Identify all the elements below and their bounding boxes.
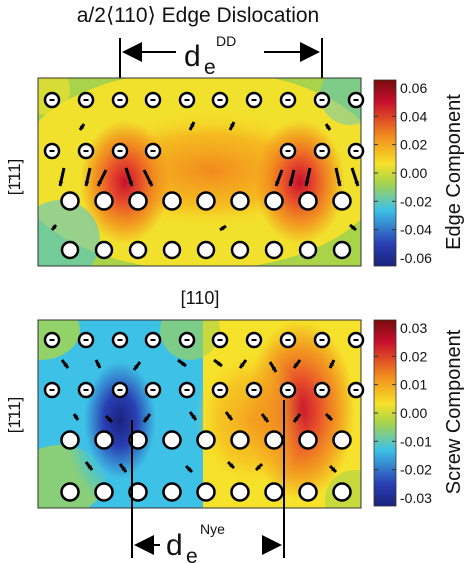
bottom-atom: [128, 430, 148, 450]
edge-colorbar-label: Edge Component: [443, 94, 465, 250]
top-distance-sub: e: [204, 56, 216, 79]
bottom-atom: [264, 430, 284, 450]
edge-colorbar-tick-label: 0.04: [400, 108, 427, 124]
top-atom: [332, 191, 352, 211]
bottom-distance-marker: d e Nye: [131, 400, 285, 563]
top-atom: [298, 191, 318, 211]
bottom-distance-sup: Nye: [200, 521, 225, 537]
bottom-atom: [60, 430, 80, 450]
top-atom: [264, 240, 284, 260]
top-atom-grid: [43, 91, 365, 260]
top-atom: [230, 191, 250, 211]
screw-colorbar-tick-label: -0.01: [400, 433, 432, 449]
top-atom: [94, 240, 114, 260]
screw-component-map: [37, 319, 362, 509]
top-distance-sup: DD: [216, 33, 236, 49]
bottom-atom: [298, 430, 318, 450]
edge-colorbar: 0.06 0.04 0.02 0.00 -0.02 -0.04 -0.06 Edge Com…: [373, 79, 465, 267]
top-y-axis-label: [1̄11]: [5, 159, 24, 196]
bottom-distance-sub: e: [186, 545, 198, 563]
top-atom: [298, 240, 318, 260]
bottom-atom: [60, 482, 80, 502]
bottom-atom: [94, 482, 114, 502]
top-atom: [196, 191, 216, 211]
bottom-y-axis-label: [1̄11]: [5, 397, 24, 434]
bottom-atom: [332, 482, 352, 502]
top-distance-base: d: [184, 40, 201, 73]
screw-colorbar-tick-label: 0.01: [400, 377, 427, 393]
top-atom: [162, 191, 182, 211]
top-atom: [230, 240, 250, 260]
bottom-atom: [128, 482, 148, 502]
edge-colorbar-tick-label: 0.00: [400, 165, 427, 181]
top-atom: [196, 240, 216, 260]
bottom-atom: [230, 430, 250, 450]
top-atom: [332, 240, 352, 260]
screw-colorbar-tick-label: -0.03: [400, 490, 432, 506]
bottom-atom: [298, 482, 318, 502]
top-atom: [264, 191, 284, 211]
top-atom: [128, 240, 148, 260]
bottom-atom: [230, 482, 250, 502]
bottom-atom: [94, 430, 114, 450]
screw-colorbar-tick-label: -0.02: [400, 462, 432, 478]
edge-colorbar-tick-label: 0.06: [400, 80, 427, 96]
top-atom: [60, 240, 80, 260]
bottom-distance-base: d: [166, 529, 183, 562]
bottom-atom: [264, 482, 284, 502]
top-distance-marker: d e DD: [119, 33, 323, 150]
screw-colorbar: 0.03 0.02 0.01 0.00 -0.01 -0.02 -0.03 Screw Co…: [373, 319, 465, 507]
edge-colorbar-tick-label: 0.02: [400, 137, 427, 153]
bottom-atom-grid: [43, 331, 365, 502]
bottom-atom: [196, 430, 216, 450]
screw-colorbar-tick-label: 0.02: [400, 348, 427, 364]
edge-colorbar-tick-label: -0.02: [400, 193, 432, 209]
screw-colorbar-tick-label: 0.00: [400, 405, 427, 421]
top-atom: [60, 191, 80, 211]
bottom-atom: [196, 482, 216, 502]
x-axis-label: [110]: [181, 288, 220, 308]
edge-colorbar-tick-label: -0.04: [400, 222, 432, 238]
edge-colorbar-tick-label: -0.06: [400, 250, 432, 266]
bottom-atom: [162, 430, 182, 450]
top-atom: [94, 191, 114, 211]
figure-title: a/2⟨110⟩ Edge Dislocation: [77, 4, 319, 27]
top-atom: [162, 240, 182, 260]
screw-colorbar-tick-label: 0.03: [400, 320, 427, 336]
top-atom: [128, 191, 148, 211]
screw-colorbar-label: Screw Component: [443, 329, 465, 494]
bottom-atom: [162, 482, 182, 502]
bottom-atom: [332, 430, 352, 450]
